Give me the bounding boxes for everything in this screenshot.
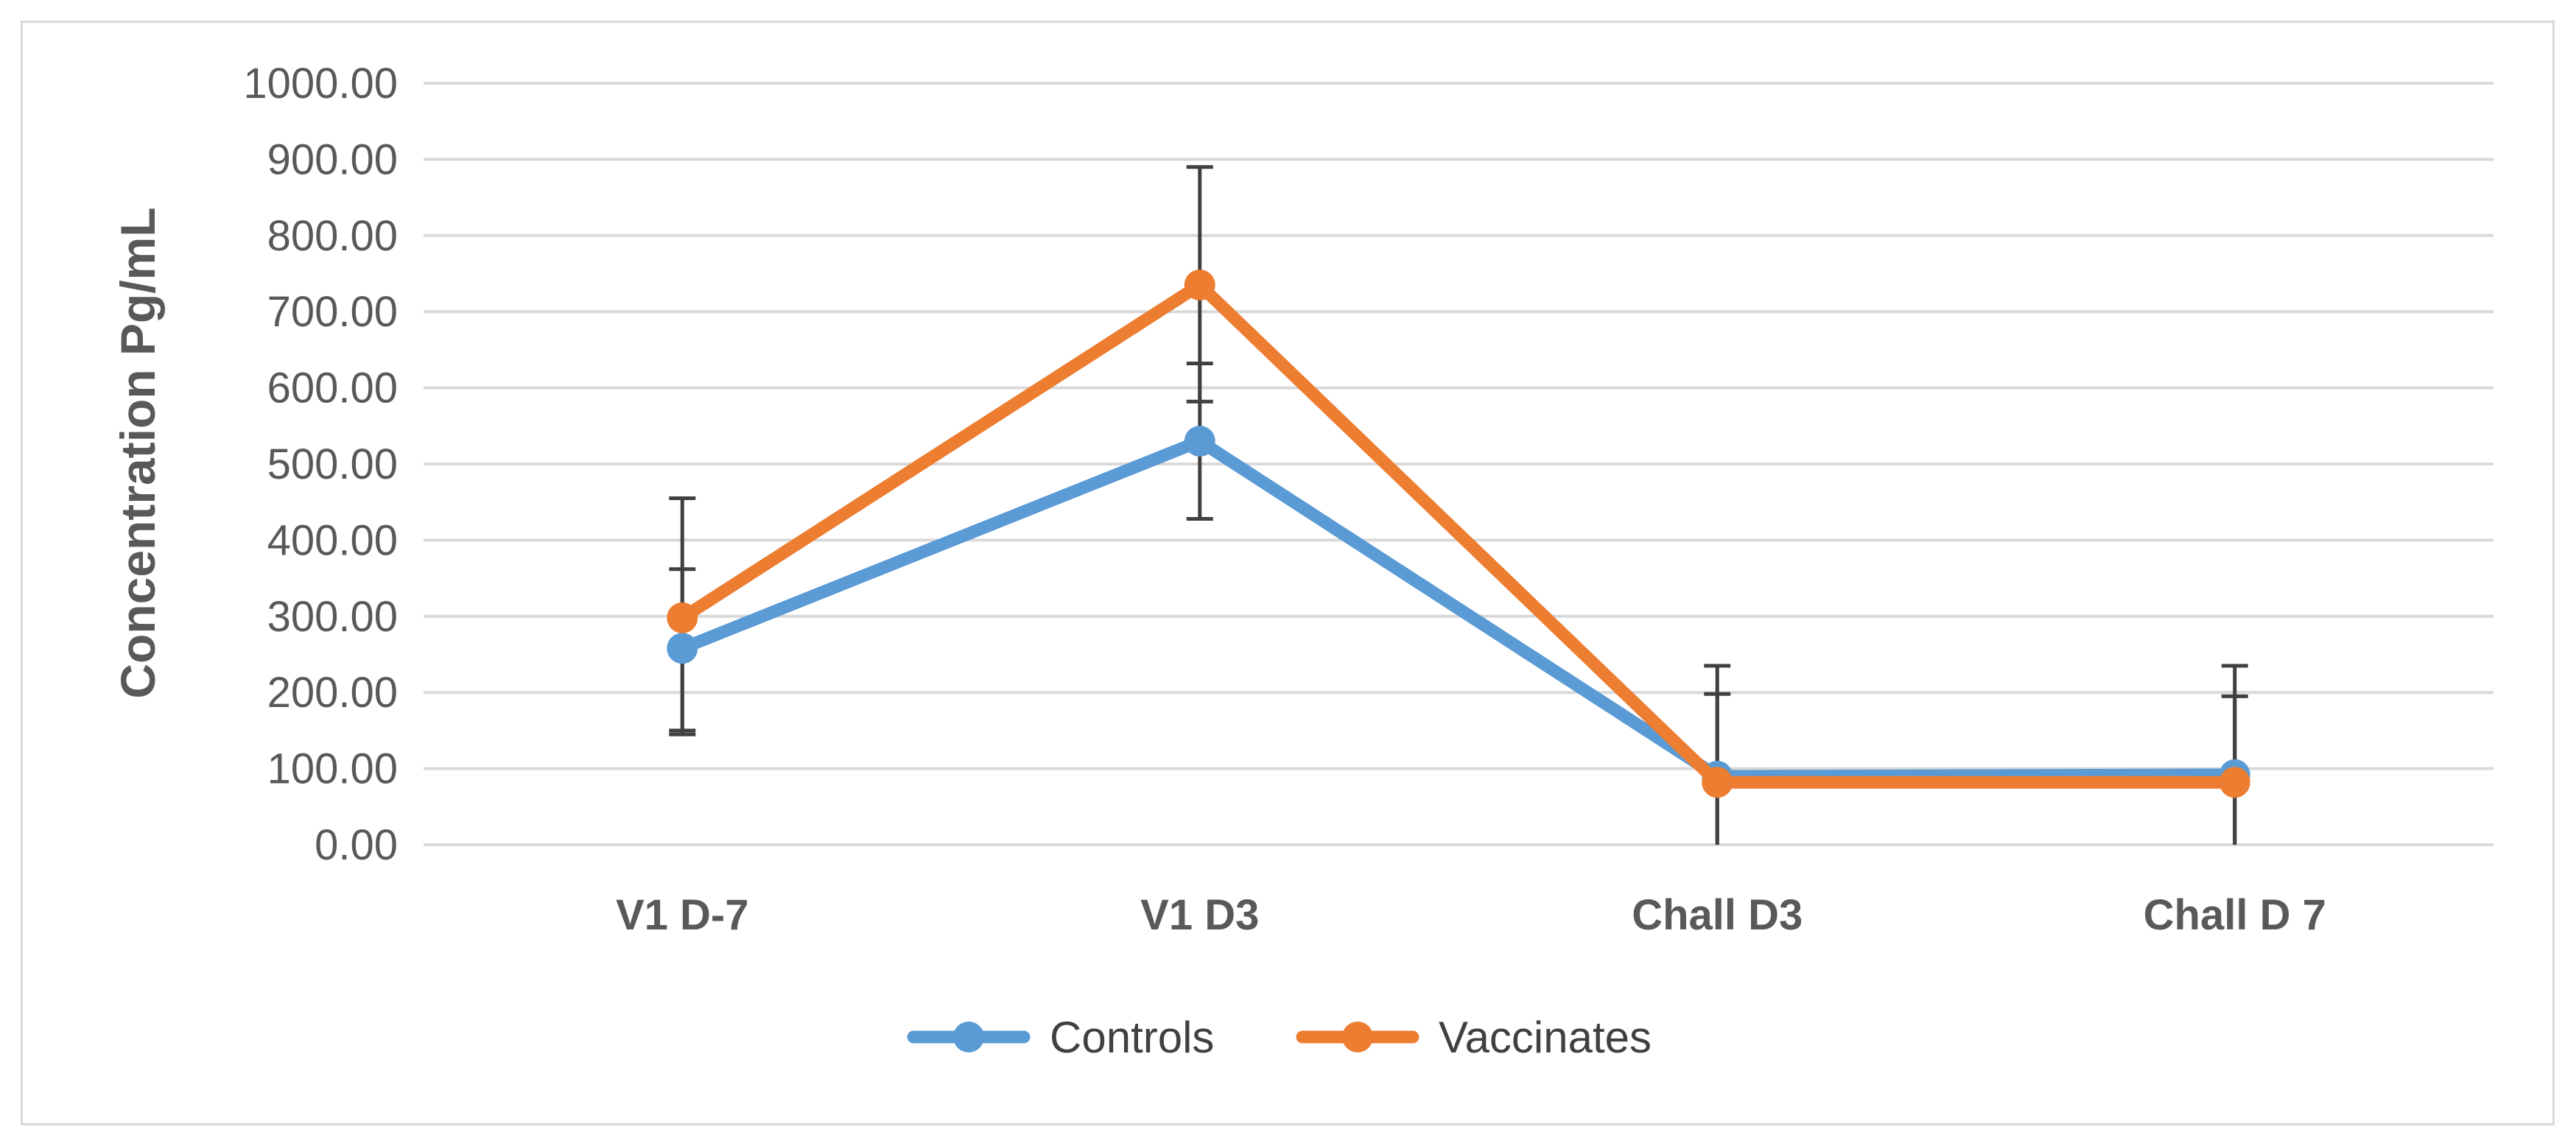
legend-marker-controls bbox=[953, 1022, 984, 1052]
data-point-vaccinates bbox=[1702, 767, 1733, 798]
x-tick-label: V1 D-7 bbox=[616, 891, 749, 939]
legend: Controls Vaccinates bbox=[907, 1013, 1652, 1062]
error-bars bbox=[669, 165, 2248, 845]
series-line-controls bbox=[675, 435, 2242, 783]
y-tick-label: 500.00 bbox=[267, 440, 398, 488]
y-axis-title: Concentration Pg/mL bbox=[110, 207, 165, 698]
chart-frame bbox=[21, 21, 2555, 1125]
series-line-vaccinates bbox=[675, 278, 2242, 789]
x-axis-ticks: V1 D-7 V1 D3 Chall D3 Chall D 7 bbox=[616, 891, 2326, 939]
x-tick-label: Chall D3 bbox=[1632, 891, 1803, 939]
y-tick-label: 200.00 bbox=[267, 669, 398, 717]
x-tick-label: V1 D3 bbox=[1140, 891, 1259, 939]
legend-marker-vaccinates bbox=[1342, 1022, 1373, 1052]
y-tick-label: 0.00 bbox=[315, 821, 398, 869]
y-tick-label: 800.00 bbox=[267, 212, 398, 260]
y-tick-label: 900.00 bbox=[267, 136, 398, 183]
data-point-vaccinates bbox=[667, 602, 698, 633]
x-tick-label: Chall D 7 bbox=[2144, 891, 2326, 939]
y-tick-label: 1000.00 bbox=[243, 60, 398, 108]
gridlines bbox=[424, 82, 2493, 846]
y-tick-label: 300.00 bbox=[267, 593, 398, 641]
y-axis-ticks: 0.00 100.00 200.00 300.00 400.00 500.00 600.00… bbox=[243, 60, 398, 869]
y-tick-label: 400.00 bbox=[267, 516, 398, 564]
y-tick-label: 700.00 bbox=[267, 288, 398, 336]
series-lines bbox=[667, 270, 2250, 798]
legend-label-controls: Controls bbox=[1050, 1013, 1214, 1062]
data-point-controls bbox=[1184, 425, 1215, 457]
data-point-vaccinates bbox=[2219, 767, 2250, 798]
legend-label-vaccinates: Vaccinates bbox=[1439, 1013, 1652, 1062]
data-point-controls bbox=[667, 633, 698, 664]
y-tick-label: 600.00 bbox=[267, 365, 398, 412]
data-point-vaccinates bbox=[1184, 270, 1215, 301]
y-tick-label: 100.00 bbox=[267, 745, 398, 793]
